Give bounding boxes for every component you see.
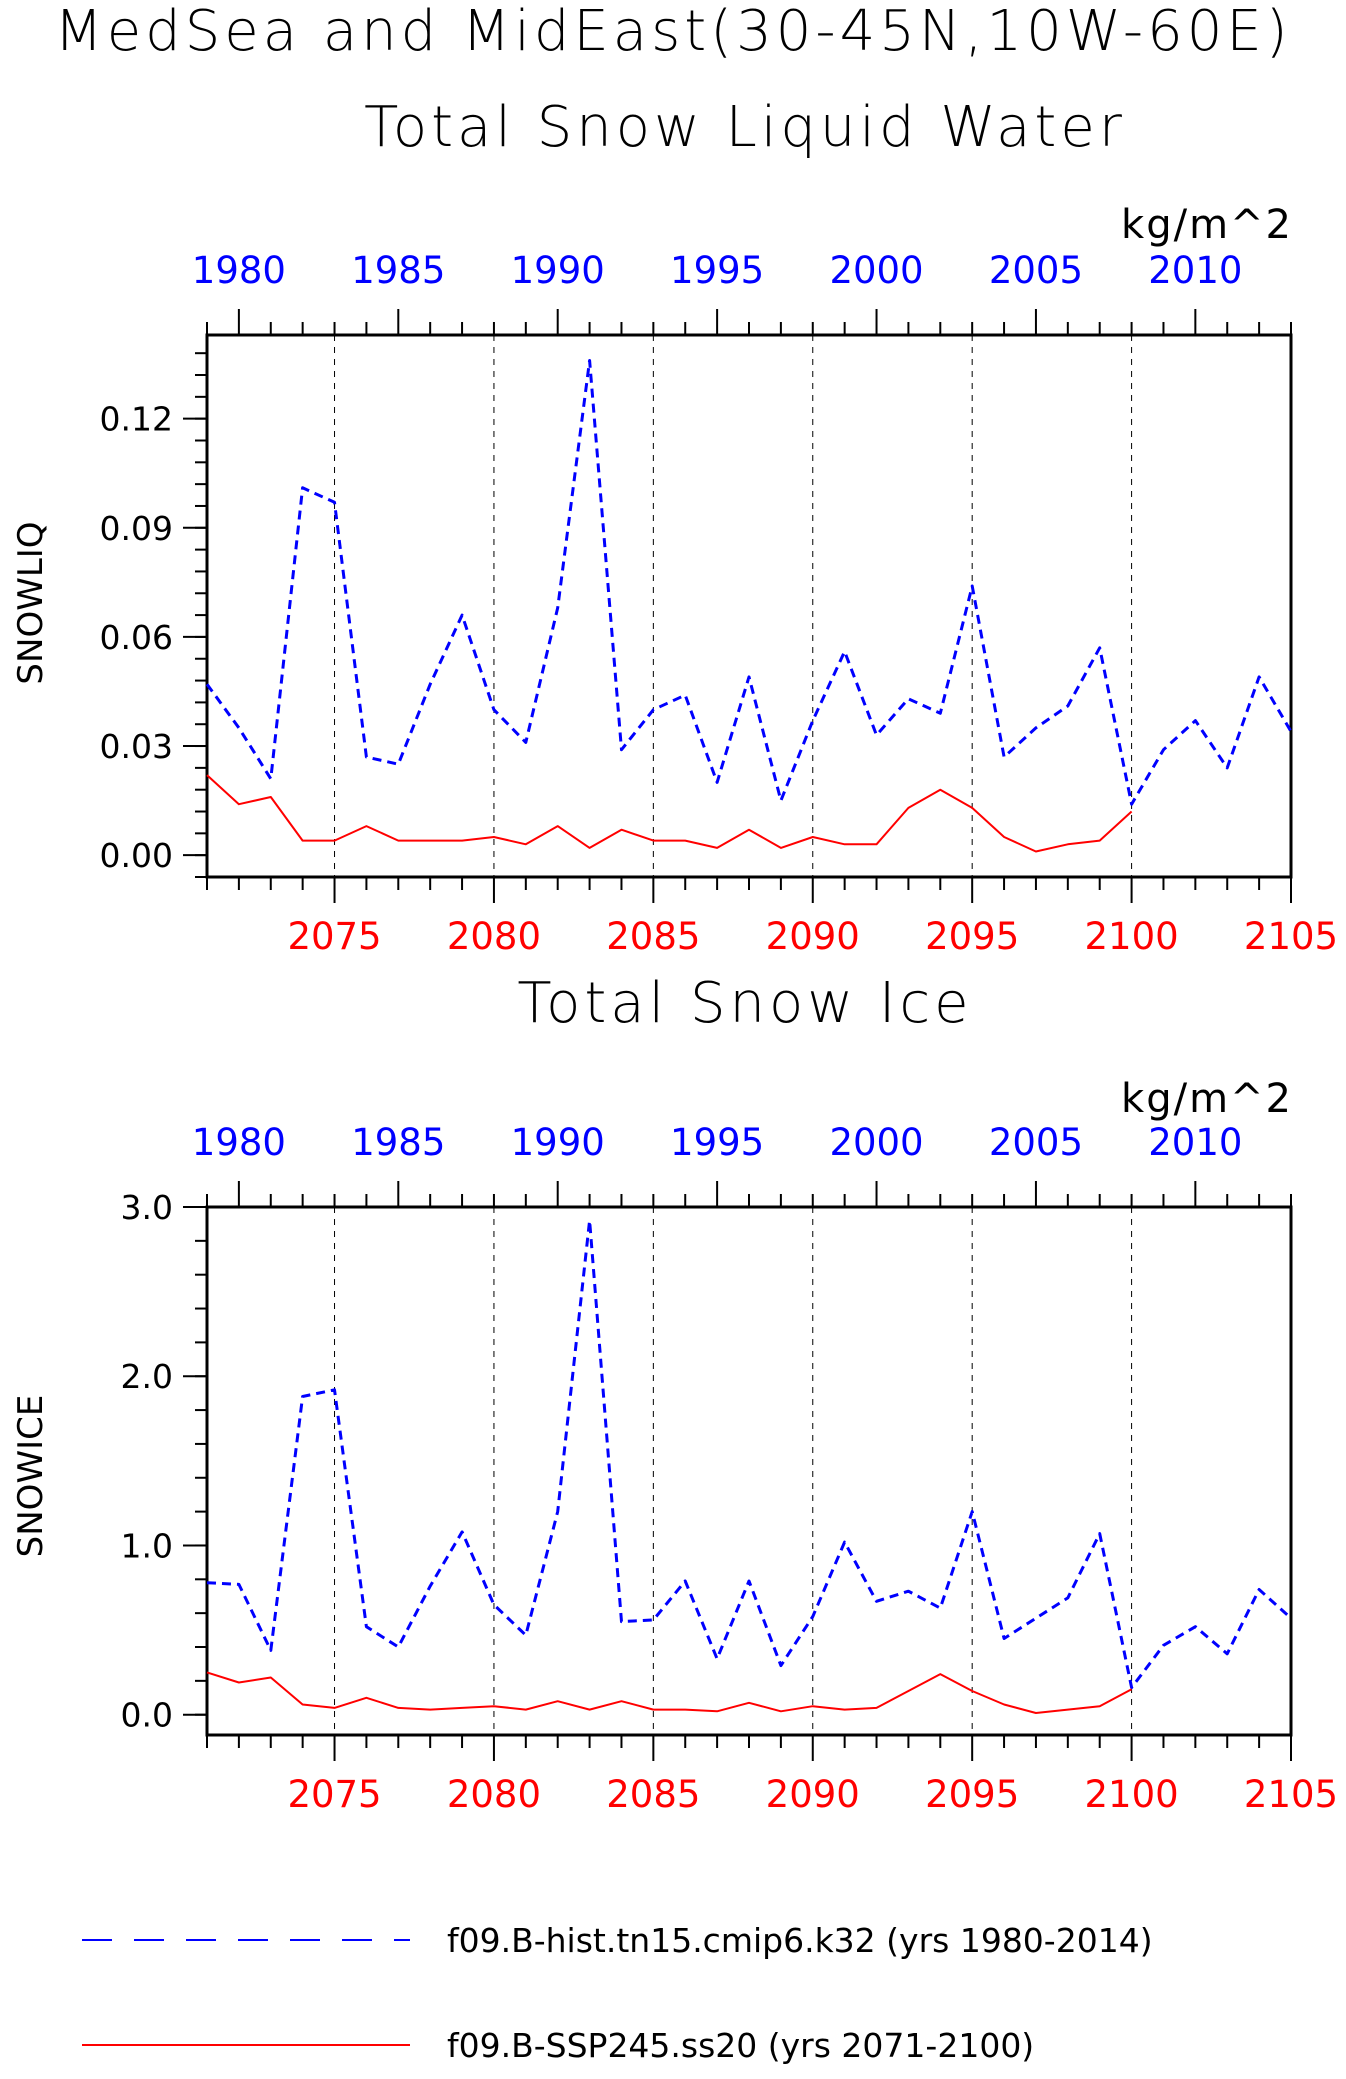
y-tick-label: 0.12: [100, 400, 173, 439]
chart-snowice: Total Snow Ice kg/m^2 SNOWICE 0.0 1.0 2.0 3…: [11, 971, 1338, 1816]
series-line-hist: [205, 359, 1293, 806]
y-tick-label: 0.00: [100, 836, 173, 875]
bottom-tick-label: 2095: [925, 915, 1019, 958]
legend-item-ssp: f09.B-SSP245.ss20 (yrs 2071-2100): [82, 2026, 1034, 2065]
top-tick-label: 1985: [351, 1121, 445, 1164]
legend-label-hist: f09.B-hist.tn15.cmip6.k32 (yrs 1980-2014…: [447, 1921, 1153, 1960]
top-tick-label: 2010: [1148, 1121, 1242, 1164]
legend-item-hist: f09.B-hist.tn15.cmip6.k32 (yrs 1980-2014…: [82, 1921, 1153, 1960]
series-line-ssp: [206, 1671, 1133, 1714]
y-tick-label: 2.0: [121, 1357, 173, 1396]
bottom-tick-label: 2085: [606, 1773, 700, 1816]
top-tick-label: 1995: [670, 249, 764, 292]
top-tick-label: 2005: [989, 249, 1083, 292]
chart-title: Total Snow Liquid Water: [364, 95, 1126, 160]
top-tick-label: 2005: [989, 1121, 1083, 1164]
page-title: MedSea and MidEast(30-45N,10W-60E): [54, 0, 1291, 64]
legend: f09.B-hist.tn15.cmip6.k32 (yrs 1980-2014…: [82, 1921, 1153, 2065]
top-tick-label: 1990: [511, 249, 605, 292]
y-axis-label: SNOWICE: [11, 1395, 51, 1558]
top-tick-label: 2010: [1148, 249, 1242, 292]
bottom-tick-label: 2105: [1244, 1773, 1338, 1816]
y-tick-label: 0.06: [100, 618, 173, 657]
y-axis-label: SNOWLIQ: [11, 521, 51, 684]
bottom-tick-label: 2090: [766, 915, 860, 958]
top-tick-label: 1995: [670, 1121, 764, 1164]
top-tick-label: 1985: [351, 249, 445, 292]
chart-units: kg/m^2: [1121, 202, 1293, 248]
y-tick-label: 3.0: [121, 1188, 173, 1227]
bottom-tick-label: 2085: [606, 915, 700, 958]
top-tick-label: 2000: [829, 249, 923, 292]
bottom-tick-label: 2090: [766, 1773, 860, 1816]
plot-frame: [205, 1205, 1293, 1737]
chart-title: Total Snow Ice: [517, 971, 972, 1036]
bottom-tick-label: 2100: [1085, 1773, 1179, 1816]
plot-area: 0.00 0.03 0.06 0.09 0.12 2075 2080 2085 2090 2095…: [100, 249, 1339, 958]
top-tick-label: 1980: [192, 249, 286, 292]
chart-units: kg/m^2: [1121, 1076, 1293, 1122]
y-tick-label: 0.09: [100, 509, 173, 548]
y-tick-label: 0.0: [121, 1696, 173, 1735]
bottom-tick-label: 2075: [287, 1773, 381, 1816]
plot-area: 0.0 1.0 2.0 3.0 2075 2080 2085 2090 2095 2100 2105…: [121, 1121, 1339, 1816]
bottom-tick-label: 2080: [447, 1773, 541, 1816]
top-tick-label: 2000: [829, 1121, 923, 1164]
y-tick-label: 0.03: [100, 727, 173, 766]
bottom-tick-label: 2105: [1244, 915, 1338, 958]
bottom-tick-label: 2080: [447, 915, 541, 958]
top-tick-label: 1990: [511, 1121, 605, 1164]
legend-label-ssp: f09.B-SSP245.ss20 (yrs 2071-2100): [447, 2026, 1034, 2065]
series-line-hist: [206, 1219, 1293, 1690]
bottom-tick-label: 2075: [287, 915, 381, 958]
chart-snowliq: Total Snow Liquid Water kg/m^2 SNOWLIQ 0…: [11, 95, 1338, 958]
bottom-tick-label: 2095: [925, 1773, 1019, 1816]
bottom-tick-label: 2100: [1085, 915, 1179, 958]
series-line-ssp: [206, 774, 1133, 853]
y-tick-label: 1.0: [121, 1526, 173, 1565]
top-tick-label: 1980: [192, 1121, 286, 1164]
